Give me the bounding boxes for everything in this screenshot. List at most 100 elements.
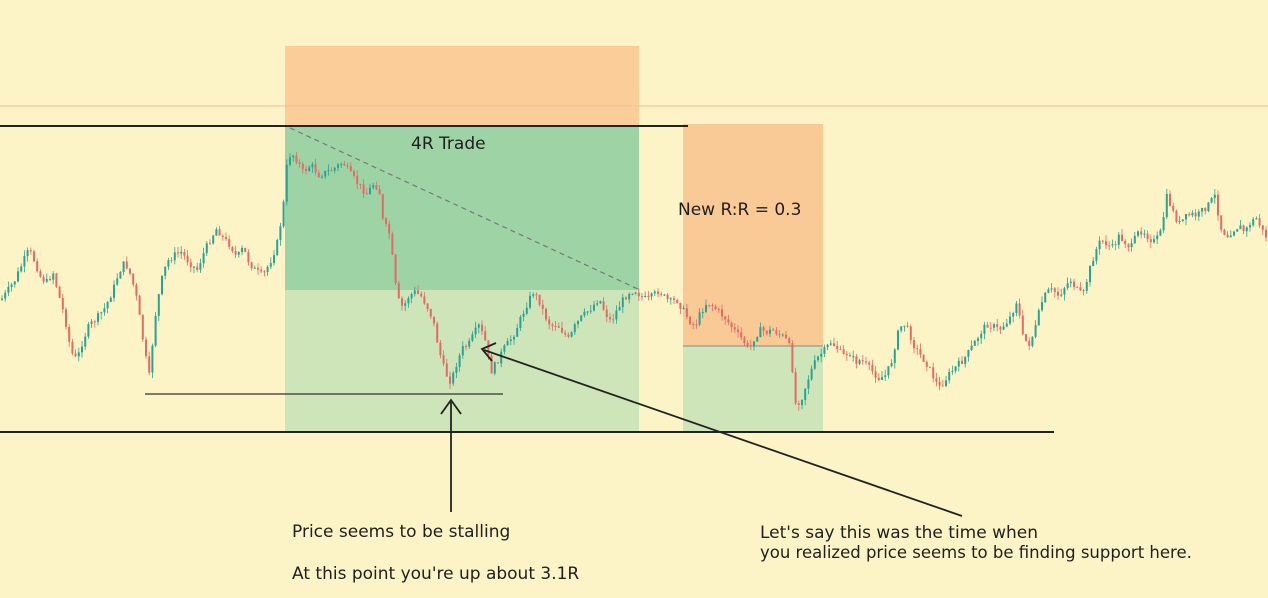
candle-body <box>369 187 371 195</box>
candle-body <box>765 330 768 334</box>
candle-body <box>993 324 995 328</box>
candle-body <box>1162 217 1165 231</box>
risk-zone-original <box>285 46 639 126</box>
candle-body <box>1037 310 1040 326</box>
candle-body <box>1098 240 1101 250</box>
candle-body <box>445 363 448 377</box>
candle-body <box>1028 340 1031 346</box>
candle-body <box>705 304 707 313</box>
candle-body <box>1012 312 1015 317</box>
candle-body <box>871 364 874 372</box>
candle-body <box>314 164 317 173</box>
candle-body <box>1146 233 1149 240</box>
candles <box>1 151 1267 411</box>
candle-body <box>228 239 231 248</box>
candle-body <box>426 303 429 309</box>
candle-body <box>1188 214 1191 216</box>
candle-body <box>327 170 330 172</box>
candle-body <box>1047 289 1050 293</box>
candle-body <box>237 252 240 255</box>
candle-body <box>212 235 215 244</box>
candle-body <box>717 309 720 311</box>
candle-body <box>1111 244 1114 246</box>
candle-body <box>461 346 464 356</box>
candle-body <box>1009 316 1011 324</box>
candle-body <box>218 229 221 236</box>
candle-body <box>1236 229 1239 232</box>
candle-body <box>801 399 803 405</box>
candle-body <box>721 309 723 317</box>
candle-body <box>93 321 96 323</box>
profit-zone-lower <box>285 290 639 432</box>
candle-body <box>1252 219 1255 226</box>
candle-body <box>567 334 570 337</box>
candle-body <box>241 247 243 253</box>
candle-body <box>1053 288 1056 292</box>
candle-body <box>349 165 352 172</box>
candle-body <box>71 341 74 354</box>
candle-body <box>961 360 963 364</box>
candle-body <box>714 306 717 310</box>
candle-body <box>311 164 314 168</box>
candle-body <box>1204 208 1207 212</box>
candle-body <box>769 329 771 334</box>
candle-body <box>289 157 291 165</box>
candle-body <box>644 295 647 297</box>
candle-body <box>1229 235 1232 238</box>
candle-body <box>945 380 947 386</box>
candle-body <box>823 347 826 354</box>
candle-body <box>570 332 573 337</box>
candle-body <box>525 307 528 314</box>
candle-body <box>263 271 266 273</box>
candle-body <box>612 319 615 321</box>
candle-body <box>177 252 179 254</box>
candle-body <box>458 355 461 367</box>
candle-body <box>1207 202 1210 212</box>
candle-body <box>561 327 563 333</box>
candle-body <box>663 294 666 296</box>
candle-body <box>321 176 323 178</box>
candle-body <box>465 346 467 348</box>
candle-body <box>807 379 810 389</box>
candle-body <box>804 388 807 400</box>
candle-body <box>333 167 336 171</box>
candle-body <box>17 271 19 282</box>
candle-body <box>167 260 170 267</box>
candle-body <box>1153 239 1155 243</box>
candle-body <box>647 295 650 297</box>
candle-body <box>753 341 755 346</box>
candle-body <box>1082 290 1085 292</box>
candle-body <box>794 372 797 404</box>
candle-body <box>605 309 608 318</box>
candle-body <box>580 315 583 321</box>
candle-body <box>1005 323 1008 327</box>
candle-body <box>948 371 951 381</box>
candle-body <box>1076 286 1079 288</box>
candle-body <box>356 175 359 184</box>
candle-body <box>545 308 547 320</box>
candle-body <box>452 372 455 384</box>
support-arrow-shaft <box>483 349 963 517</box>
candle-body <box>125 261 128 269</box>
candle-body <box>1124 240 1127 245</box>
candle-body <box>778 334 781 336</box>
candle-body <box>602 301 605 310</box>
candle-body <box>679 302 682 309</box>
candle-body <box>423 296 426 304</box>
candle-body <box>903 325 906 327</box>
candle-body <box>813 360 816 369</box>
candle-body <box>839 349 842 351</box>
candle-body <box>1060 294 1063 296</box>
candle-body <box>737 329 739 333</box>
candle-body <box>1130 243 1133 248</box>
candle-body <box>589 310 592 312</box>
candle-body <box>964 356 967 364</box>
candle-body <box>231 247 234 252</box>
candle-body <box>493 362 496 374</box>
candle-body <box>497 362 499 364</box>
candle-body <box>1073 281 1075 287</box>
candle-body <box>1127 244 1130 248</box>
candle-body <box>477 324 480 328</box>
candle-body <box>292 155 295 158</box>
candle-body <box>711 305 714 307</box>
